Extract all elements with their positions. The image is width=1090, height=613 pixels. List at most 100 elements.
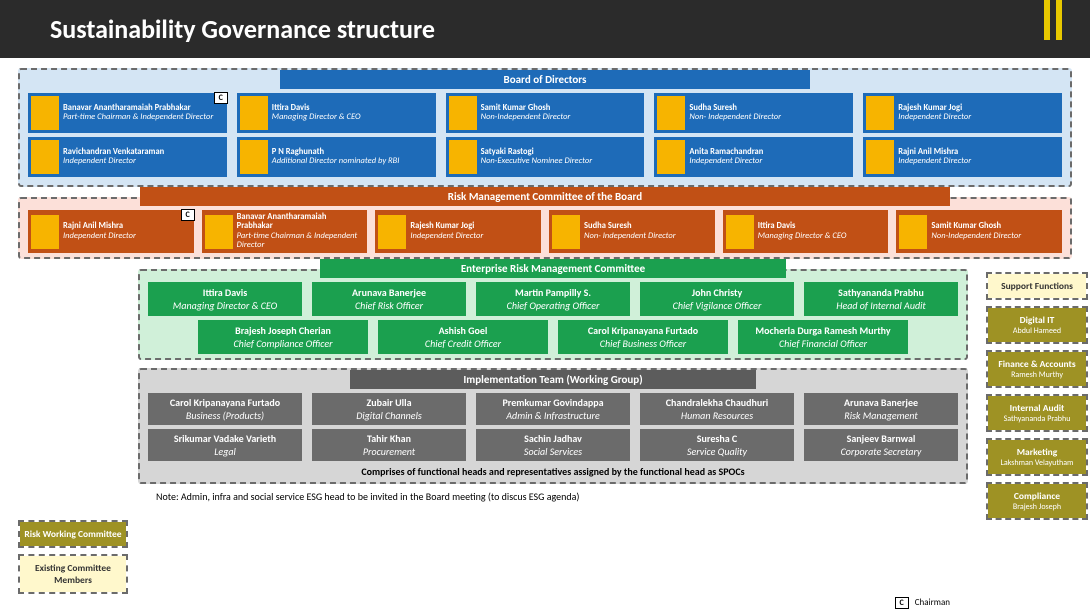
member-name: Carol Kripanayana Furtado: [151, 396, 299, 409]
member-role: Risk Management: [807, 409, 955, 422]
risk-working-committee-box: Risk Working Committee: [20, 522, 126, 546]
member-card: Anita RamachandranIndependent Director: [654, 137, 853, 177]
member-card: Sanjeev BarnwalCorporate Secretary: [804, 429, 958, 461]
member-photo: [866, 140, 894, 174]
member-role: Independent Director: [898, 157, 971, 166]
member-card: Arunava BanerjeeChief Risk Officer: [312, 282, 466, 316]
chairman-legend-label: Chairman: [915, 597, 950, 608]
support-function-sub: Brajesh Joseph: [992, 502, 1082, 512]
member-card: Ittira DavisManaging Director & CEO: [723, 210, 889, 253]
support-function-box: ComplianceBrajesh Joseph: [988, 484, 1086, 518]
member-text: Sudha SureshNon- Independent Director: [689, 104, 781, 123]
member-name: Zubair Ulla: [315, 396, 463, 409]
member-card: Carol Kripanayana FurtadoChief Business …: [558, 320, 728, 354]
impl-title: Implementation Team (Working Group): [350, 370, 756, 389]
member-role: Human Resources: [643, 409, 791, 422]
member-text: Rajesh Kumar JogiIndependent Director: [410, 222, 483, 241]
member-card: Suresha CService Quality: [640, 429, 794, 461]
member-role: Chief Operating Officer: [480, 299, 626, 312]
erm-section: Enterprise Risk Management Committee Itt…: [138, 269, 968, 360]
member-photo: [449, 96, 477, 130]
member-name: Arunava Banerjee: [316, 286, 462, 299]
member-card: Mocherla Durga Ramesh MurthyChief Financ…: [738, 320, 908, 354]
member-text: Samit Kumar GhoshNon-Independent Directo…: [481, 104, 571, 123]
member-photo: [240, 140, 268, 174]
member-text: Ittira DavisManaging Director & CEO: [272, 104, 361, 123]
chairman-badge-icon: C: [214, 92, 228, 104]
member-card: Sudha SureshNon- Independent Director: [654, 93, 853, 133]
member-card: Ittira DavisManaging Director & CEO: [237, 93, 436, 133]
member-text: Rajni Anil MishraIndependent Director: [898, 148, 971, 167]
chairman-badge-icon: C: [181, 209, 195, 221]
member-name: Brajesh Joseph Cherian: [202, 324, 364, 337]
member-name: Ittira Davis: [152, 286, 298, 299]
support-function-box: Internal AuditSathyananda Prabhu: [988, 396, 1086, 430]
support-function-sub: Lakshman Velayutham: [992, 458, 1082, 468]
impl-section: Implementation Team (Working Group) Caro…: [138, 368, 968, 484]
member-photo: [899, 215, 927, 249]
member-name: Sanjeev Barnwal: [807, 432, 955, 445]
member-role: Chief Vigilance Officer: [644, 299, 790, 312]
member-role: Chief Compliance Officer: [202, 337, 364, 350]
member-card: Srikumar Vadake VariethLegal: [148, 429, 302, 461]
member-text: Rajni Anil MishraIndependent Director: [63, 222, 136, 241]
member-role: Admin & Infrastructure: [479, 409, 627, 422]
member-card: Samit Kumar GhoshNon-Independent Directo…: [446, 93, 645, 133]
member-role: Service Quality: [643, 445, 791, 458]
member-role: Additional Director nominated by RBI: [272, 157, 400, 166]
member-text: Satyaki RastogiNon-Executive Nominee Dir…: [481, 148, 593, 167]
member-role: Non-Independent Director: [931, 232, 1021, 241]
member-card: Sachin JadhavSocial Services: [476, 429, 630, 461]
member-photo: [31, 96, 59, 130]
member-role: Business (Products): [151, 409, 299, 422]
member-card: Brajesh Joseph CherianChief Compliance O…: [198, 320, 368, 354]
member-card: Carol Kripanayana FurtadoBusiness (Produ…: [148, 393, 302, 425]
member-photo: [726, 215, 754, 249]
member-name: Martin Pampilly S.: [480, 286, 626, 299]
member-name: Arunava Banerjee: [807, 396, 955, 409]
member-text: Ravichandran VenkataramanIndependent Dir…: [63, 148, 164, 167]
member-role: Digital Channels: [315, 409, 463, 422]
chairman-badge-icon: C: [895, 597, 909, 609]
rmc-section: Risk Management Committee of the Board R…: [18, 197, 1072, 259]
member-photo: [552, 215, 580, 249]
support-function-sub: Abdul Hameed: [992, 326, 1082, 336]
member-photo: [657, 96, 685, 130]
member-role: Managing Director & CEO: [758, 232, 847, 241]
member-card: Arunava BanerjeeRisk Management: [804, 393, 958, 425]
member-text: Ittira DavisManaging Director & CEO: [758, 222, 847, 241]
right-panel: Support Functions Digital ITAbdul Hameed…: [986, 272, 1088, 526]
member-text: Sudha SureshNon- Independent Director: [584, 222, 676, 241]
member-name: Ashish Goel: [382, 324, 544, 337]
member-role: Managing Director & CEO: [272, 113, 361, 122]
member-photo: [240, 96, 268, 130]
support-function-box: Finance & AccountsRamesh Murthy: [988, 352, 1086, 386]
member-photo: [866, 96, 894, 130]
footer-note: Note: Admin, infra and social service ES…: [156, 490, 1072, 503]
member-card: Zubair UllaDigital Channels: [312, 393, 466, 425]
support-function-label: Digital IT: [992, 314, 1082, 326]
member-text: Banavar Anantharamaiah PrabhakarPart-tim…: [237, 213, 365, 250]
member-card: Sathyananda PrabhuHead of Internal Audit: [804, 282, 958, 316]
support-functions-title: Support Functions: [988, 274, 1086, 298]
board-title: Board of Directors: [280, 70, 810, 89]
rmc-title: Risk Management Committee of the Board: [140, 187, 950, 206]
left-panel: Risk Working Committee Existing Committe…: [18, 520, 128, 600]
member-role: Chief Business Officer: [562, 337, 724, 350]
member-text: Samit Kumar GhoshNon-Independent Directo…: [931, 222, 1021, 241]
erm-title: Enterprise Risk Management Committee: [320, 259, 786, 278]
existing-committee-box: Existing Committee Members: [20, 556, 126, 592]
member-card: P N RaghunathAdditional Director nominat…: [237, 137, 436, 177]
member-card: Rajesh Kumar JogiIndependent Director: [375, 210, 541, 253]
member-photo: [657, 140, 685, 174]
member-photo: [378, 215, 406, 249]
support-function-box: Digital ITAbdul Hameed: [988, 308, 1086, 342]
member-role: Head of Internal Audit: [808, 299, 954, 312]
support-function-sub: Ramesh Murthy: [992, 370, 1082, 380]
member-card: Sudha SureshNon- Independent Director: [549, 210, 715, 253]
member-text: Anita RamachandranIndependent Director: [689, 148, 763, 167]
support-function-label: Marketing: [992, 446, 1082, 458]
member-card: Rajni Anil MishraIndependent Director: [863, 137, 1062, 177]
member-card: Ashish GoelChief Credit Officer: [378, 320, 548, 354]
member-role: Independent Director: [63, 157, 164, 166]
